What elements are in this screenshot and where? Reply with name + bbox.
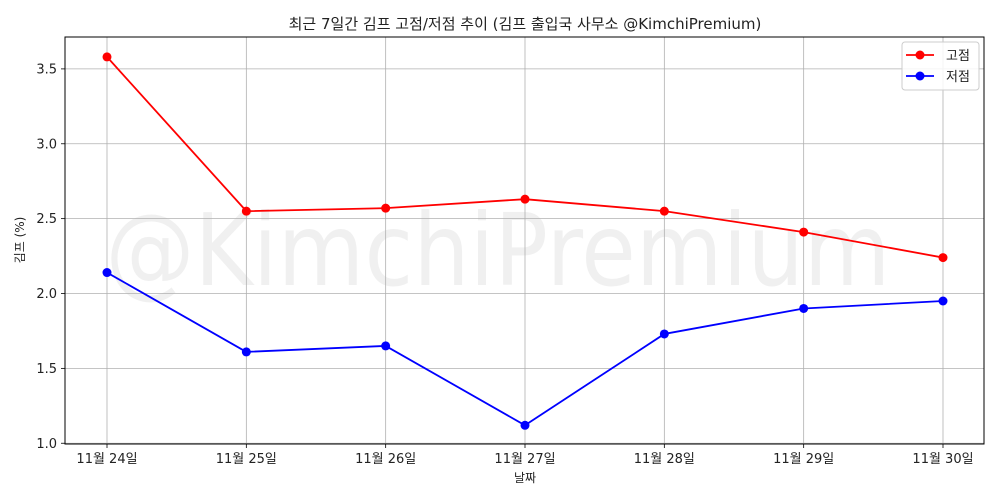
y-tick-label: 3.0 xyxy=(36,137,57,152)
y-tick-label: 3.5 xyxy=(36,62,57,77)
series-low xyxy=(102,268,948,430)
data-point-marker-icon xyxy=(241,347,251,357)
y-tick-label: 1.5 xyxy=(36,362,57,377)
data-point-marker-icon xyxy=(520,420,530,430)
data-point-marker-icon xyxy=(799,303,809,313)
y-tick-label: 2.0 xyxy=(36,287,57,302)
x-tick-label: 11월 27일 xyxy=(494,452,555,467)
x-tick-label: 11월 24일 xyxy=(76,452,137,467)
x-tick-label: 11월 30일 xyxy=(912,452,973,467)
data-point-marker-icon xyxy=(381,341,391,351)
plot-area: @KimchiPremium xyxy=(64,36,985,445)
legend-label-low: 저점 xyxy=(946,70,970,85)
y-tick-label: 1.0 xyxy=(36,437,57,452)
series-high xyxy=(102,52,948,263)
chart-title: 최근 7일간 김프 고점/저점 추이 (김프 출입국 사무소 @KimchiPr… xyxy=(289,15,762,33)
data-point-marker-icon xyxy=(659,329,669,339)
data-point-marker-icon xyxy=(381,203,391,213)
legend: 고점 저점 xyxy=(901,41,980,91)
y-tick-label: 2.5 xyxy=(36,212,57,227)
series-lines xyxy=(102,52,948,430)
data-point-marker-icon xyxy=(938,296,948,306)
data-point-marker-icon xyxy=(102,52,112,62)
x-tick-label: 11월 25일 xyxy=(216,452,277,467)
watermark: @KimchiPremium xyxy=(106,192,891,309)
legend-marker-low-icon xyxy=(915,71,925,81)
data-point-marker-icon xyxy=(102,268,112,278)
y-axis-label: 김프 (%) xyxy=(13,217,27,264)
legend-label-high: 고점 xyxy=(946,49,970,64)
x-tick-label: 11월 29일 xyxy=(773,452,834,467)
y-axis: 1.0 1.5 2.0 2.5 3.0 3.5 xyxy=(36,62,65,452)
x-tick-label: 11월 26일 xyxy=(355,452,416,467)
grid-lines xyxy=(65,37,984,444)
x-axis: 11월 24일 11월 25일 11월 26일 11월 27일 11월 28일 11월 2… xyxy=(76,444,974,467)
axes-frame xyxy=(64,36,985,445)
x-axis-label: 날짜 xyxy=(514,471,536,485)
legend-item-high: 고점 xyxy=(906,49,970,64)
data-point-marker-icon xyxy=(938,253,948,263)
data-point-marker-icon xyxy=(241,206,251,216)
x-tick-label: 11월 28일 xyxy=(634,452,695,467)
data-point-marker-icon xyxy=(520,194,530,204)
data-point-marker-icon xyxy=(659,206,669,216)
data-point-marker-icon xyxy=(799,227,809,237)
legend-marker-high-icon xyxy=(915,50,925,60)
legend-item-low: 저점 xyxy=(906,70,970,85)
